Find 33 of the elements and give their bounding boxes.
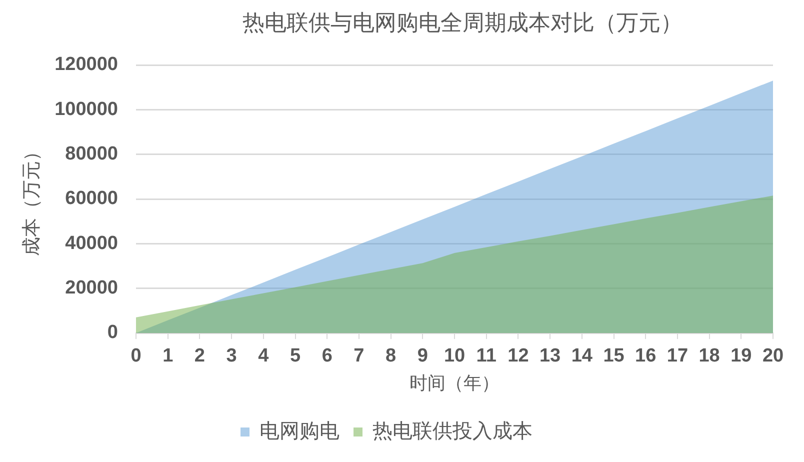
chart-title: 热电联供与电网购电全周期成本对比（万元）	[242, 10, 682, 36]
y-tick-label: 60000	[65, 188, 118, 210]
x-tick-label: 16	[635, 346, 656, 367]
x-tick-label: 13	[539, 346, 561, 367]
x-tick-label: 2	[194, 346, 205, 367]
x-tick-label: 9	[417, 346, 428, 367]
x-tick-label: 0	[130, 346, 142, 367]
legend-label: 热电联供投入成本	[372, 420, 532, 443]
x-tick-label: 5	[290, 346, 301, 367]
x-tick-label: 6	[322, 346, 332, 367]
x-tick-label: 1	[162, 346, 174, 367]
y-tick-label: 20000	[65, 278, 118, 299]
x-tick-label: 19	[730, 346, 752, 367]
y-tick-label: 120000	[54, 54, 118, 76]
x-tick-label: 15	[603, 346, 625, 367]
y-tick-label: 40000	[65, 232, 118, 254]
x-axis-title: 时间（年）	[410, 373, 500, 394]
x-tick-label: 11	[476, 346, 497, 367]
legend-label: 电网购电	[260, 420, 340, 443]
y-tick-label: 80000	[65, 144, 118, 165]
y-tick-label: 100000	[54, 98, 118, 120]
x-tick-label: 17	[666, 346, 688, 367]
x-tick-label: 10	[444, 346, 466, 367]
x-tick-label: 4	[258, 346, 270, 367]
x-tick-label: 20	[762, 346, 784, 367]
x-tick-label: 7	[354, 346, 364, 367]
x-tick-label: 12	[508, 346, 529, 367]
y-axis-title: 成本（万元）	[22, 142, 43, 256]
x-tick-label: 3	[226, 346, 237, 367]
x-tick-label: 18	[698, 346, 720, 367]
x-tick-label: 8	[386, 346, 396, 367]
y-tick-label: 0	[107, 322, 118, 344]
x-tick-label: 14	[571, 346, 593, 367]
